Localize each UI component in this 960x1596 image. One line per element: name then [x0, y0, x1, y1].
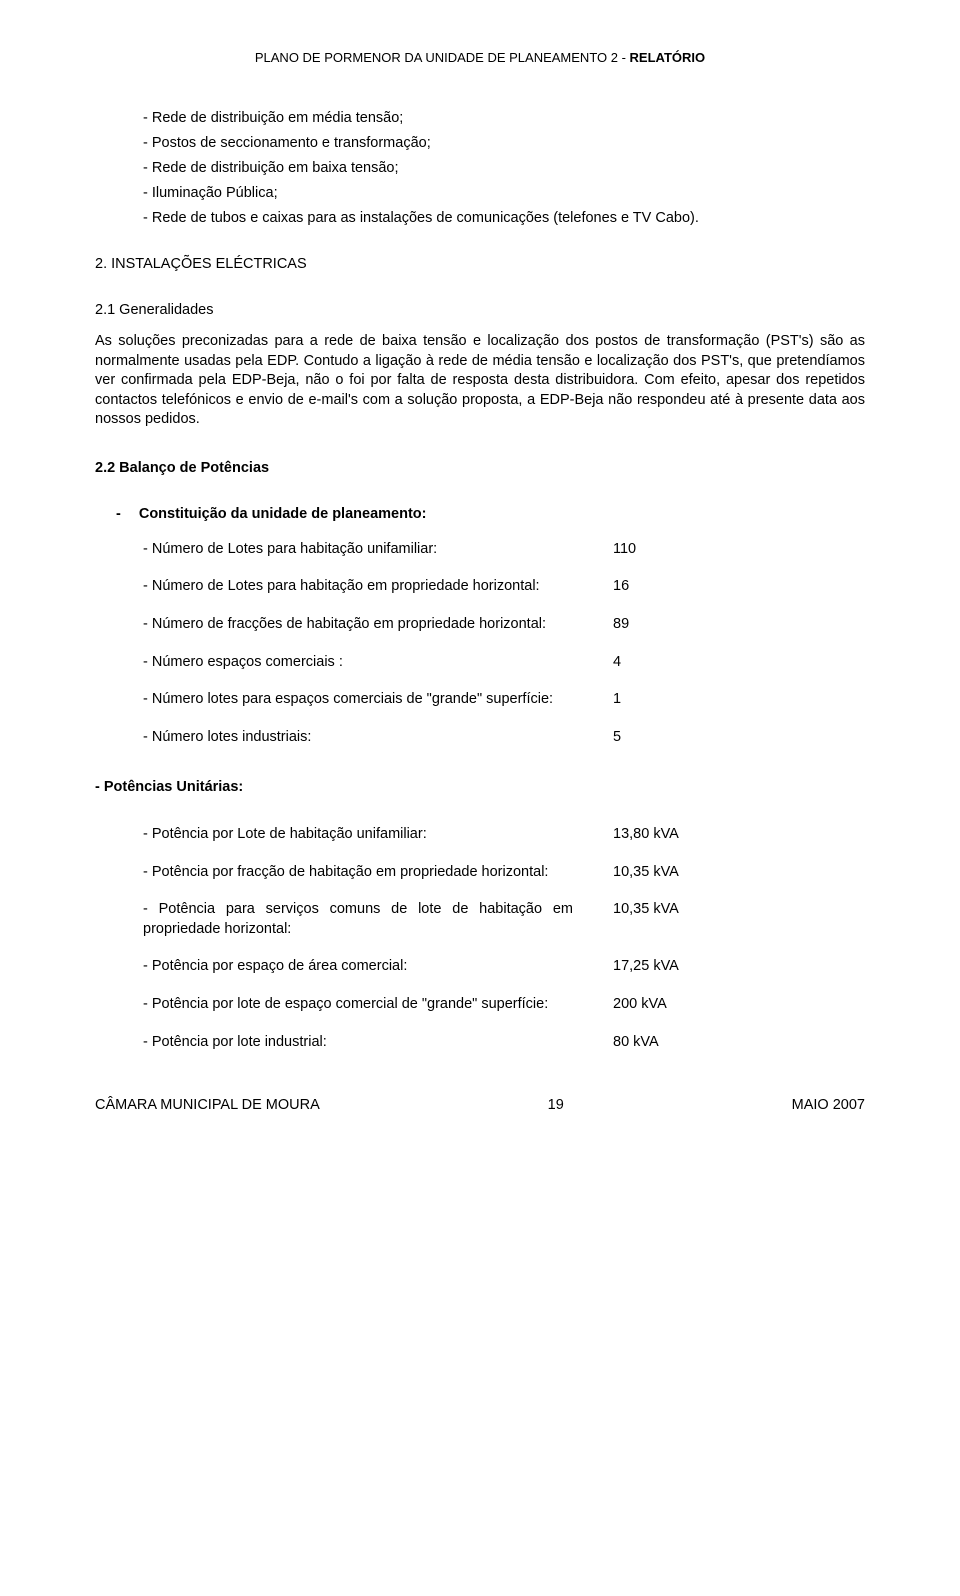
list-item: - Potência por fracção de habitação em p… [143, 863, 865, 883]
item-value: 10,35 kVA [573, 863, 693, 883]
list-item: - Número de fracções de habitação em pro… [143, 615, 865, 635]
list-item: - Número lotes para espaços comerciais d… [143, 690, 865, 710]
bullet: - Rede de tubos e caixas para as instala… [143, 210, 865, 226]
list-item: - Potência para serviços comuns de lote … [143, 900, 865, 939]
list-item: - Potência por espaço de área comercial:… [143, 957, 865, 977]
item-label: - Número espaços comerciais : [143, 653, 573, 673]
bullet: - Rede de distribuição em média tensão; [143, 110, 865, 126]
list-item: - Número de Lotes para habitação em prop… [143, 577, 865, 597]
item-label: - Número de Lotes para habitação unifami… [143, 540, 573, 560]
page-header: PLANO DE PORMENOR DA UNIDADE DE PLANEAME… [95, 50, 865, 65]
dash: - [116, 506, 121, 522]
item-label: - Potência por lote de espaço comercial … [143, 995, 573, 1015]
item-label: - Número de fracções de habitação em pro… [143, 615, 573, 635]
potencias-title: - Potências Unitárias: [95, 779, 865, 795]
item-label: - Potência por lote industrial: [143, 1033, 573, 1053]
item-value: 4 [573, 653, 693, 673]
item-value: 10,35 kVA [573, 900, 693, 939]
footer-date: MAIO 2007 [792, 1097, 865, 1113]
item-value: 80 kVA [573, 1033, 693, 1053]
footer-left: CÂMARA MUNICIPAL DE MOURA [95, 1097, 320, 1113]
item-label: - Potência por fracção de habitação em p… [143, 863, 573, 883]
item-label: - Potência por Lote de habitação unifami… [143, 825, 573, 845]
list-item: - Potência por lote de espaço comercial … [143, 995, 865, 1015]
bullet: - Postos de seccionamento e transformaçã… [143, 135, 865, 151]
item-value: 5 [573, 728, 693, 748]
constituicao-label: Constituição da unidade de planeamento: [139, 506, 427, 522]
section-2-2-title: 2.2 Balanço de Potências [95, 460, 865, 476]
potencias-list: - Potência por Lote de habitação unifami… [95, 825, 865, 1052]
header-bold: RELATÓRIO [630, 50, 706, 65]
item-label: - Número lotes para espaços comerciais d… [143, 690, 573, 710]
bullet: - Rede de distribuição em baixa tensão; [143, 160, 865, 176]
item-value: 17,25 kVA [573, 957, 693, 977]
list-item: - Potência por Lote de habitação unifami… [143, 825, 865, 845]
section-2-title: 2. INSTALAÇÕES ELÉCTRICAS [95, 256, 865, 272]
item-label: - Potência para serviços comuns de lote … [143, 900, 573, 939]
bullet-list-1: - Rede de distribuição em média tensão; … [95, 110, 865, 226]
item-value: 16 [573, 577, 693, 597]
item-label: - Número de Lotes para habitação em prop… [143, 577, 573, 597]
list-item: - Número de Lotes para habitação unifami… [143, 540, 865, 560]
constituicao-intro: - Constituição da unidade de planeamento: [116, 506, 865, 522]
paragraph-generalidades: As soluções preconizadas para a rede de … [95, 332, 865, 430]
item-value: 13,80 kVA [573, 825, 693, 845]
item-value: 89 [573, 615, 693, 635]
item-value: 200 kVA [573, 995, 693, 1015]
list-item: - Número lotes industriais: 5 [143, 728, 865, 748]
item-value: 1 [573, 690, 693, 710]
bullet: - Iluminação Pública; [143, 185, 865, 201]
footer-page-number: 19 [548, 1097, 564, 1113]
list-item: - Número espaços comerciais : 4 [143, 653, 865, 673]
header-text: PLANO DE PORMENOR DA UNIDADE DE PLANEAME… [255, 50, 630, 65]
item-value: 110 [573, 540, 693, 560]
section-2-1-title: 2.1 Generalidades [95, 302, 865, 318]
item-label: - Potência por espaço de área comercial: [143, 957, 573, 977]
list-item: - Potência por lote industrial: 80 kVA [143, 1033, 865, 1053]
item-label: - Número lotes industriais: [143, 728, 573, 748]
constituicao-list: - Número de Lotes para habitação unifami… [95, 540, 865, 747]
page-footer: CÂMARA MUNICIPAL DE MOURA 19 MAIO 2007 [95, 1097, 865, 1113]
